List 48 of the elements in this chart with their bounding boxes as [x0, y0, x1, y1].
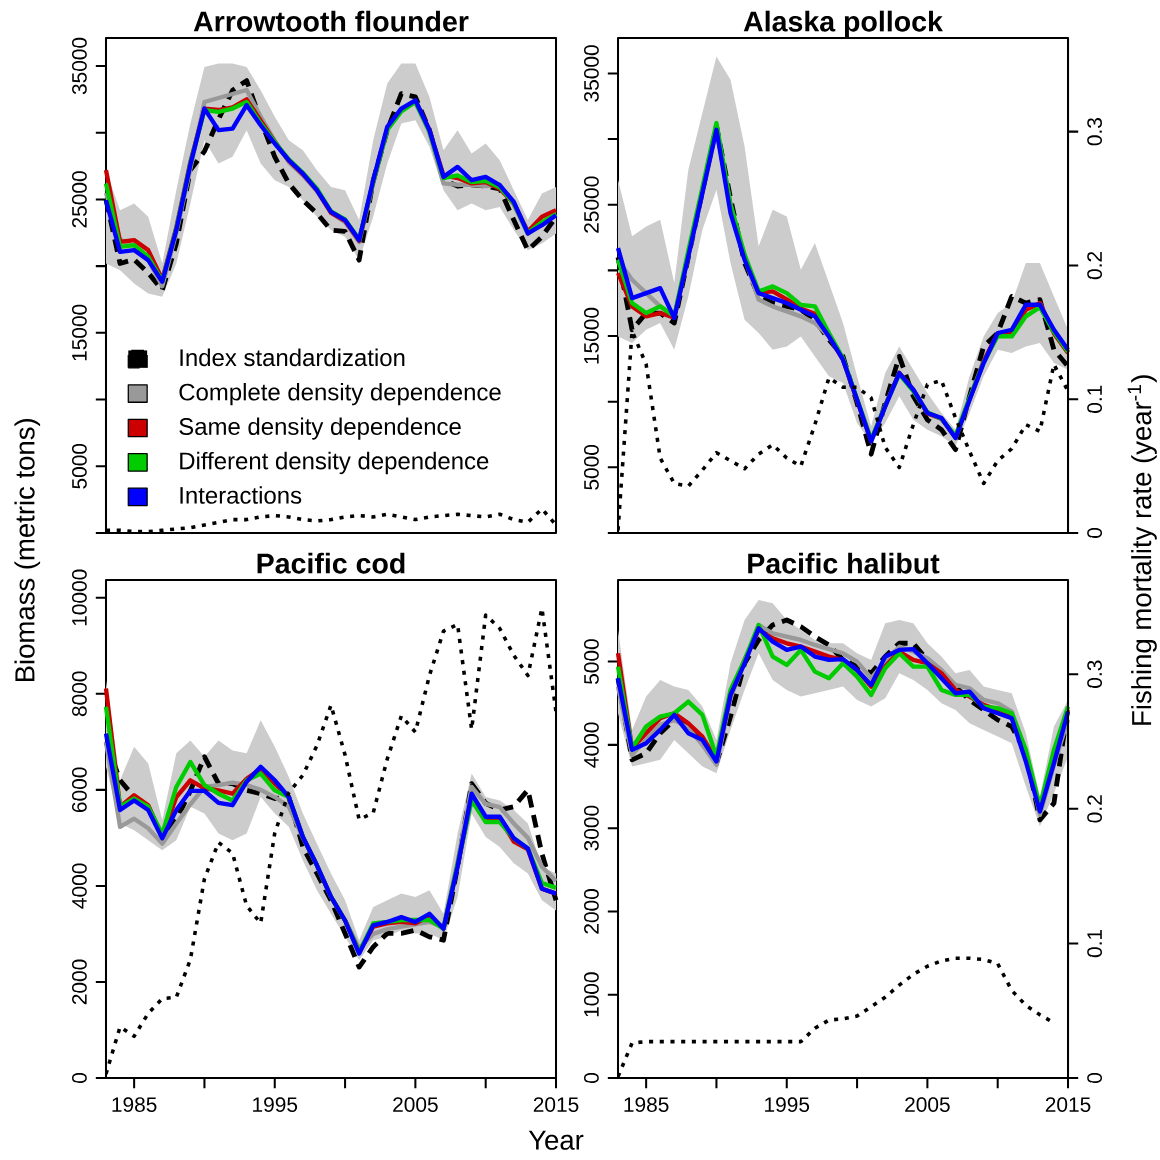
y-tick-label: 5000	[72, 443, 87, 489]
chart-title: Alaska pollock	[743, 10, 943, 38]
y2-tick-label: 0.2	[1087, 795, 1102, 823]
y-tick-label: 5000	[584, 444, 599, 490]
y-tick-label: 4000	[584, 722, 599, 768]
y2-tick-label: 0	[1087, 1073, 1102, 1084]
y-tick-label: 25000	[584, 176, 599, 233]
x-tick-label: 1985	[624, 1097, 669, 1112]
y2-tick-label: 0	[1087, 528, 1102, 538]
chart-title: Pacific cod	[257, 552, 405, 574]
y-tick-label: 3000	[584, 805, 599, 851]
y-tick-label: 4000	[72, 863, 87, 909]
chart-title: Arrowtooth flounder	[193, 10, 469, 32]
legend-label: Different density dependence	[180, 451, 489, 475]
y-tick-label: 0	[584, 1073, 599, 1084]
y-tick-label: 35000	[72, 37, 87, 95]
y-tick-label: 1000	[584, 972, 599, 1017]
x-tick-label: 2015	[533, 1097, 579, 1112]
y-tick-label: 15000	[584, 307, 599, 364]
y2-tick-label: 0.1	[1087, 385, 1102, 413]
y-tick-label: 10000	[72, 569, 87, 626]
y2-tick-label: 0.1	[1087, 929, 1102, 958]
legend-label: Same density dependence	[179, 417, 461, 440]
x-tick-label: 2015	[1045, 1097, 1091, 1112]
x-axis-title: Year	[528, 1130, 584, 1150]
legend-label: Interactions	[180, 486, 302, 504]
y-tick-label: 25000	[72, 171, 87, 228]
x-tick-label: 2005	[905, 1097, 950, 1112]
y-tick-label: 2000	[584, 889, 599, 934]
x-tick-label: 2005	[393, 1097, 438, 1112]
y2-tick-label: 0.3	[1087, 118, 1102, 146]
legend-label: Complete density dependence	[179, 382, 501, 406]
y-tick-label: 6000	[72, 767, 87, 813]
legend-label: Index standardization	[180, 348, 405, 367]
y-tick-label: 0	[72, 1073, 87, 1084]
y-tick-label: 2000	[72, 959, 87, 1005]
y2-tick-label: 0.2	[1087, 251, 1102, 280]
x-tick-label: 1985	[112, 1097, 157, 1112]
y2-tick-label: 0.3	[1087, 660, 1102, 688]
y-tick-label: 15000	[72, 304, 87, 361]
y-tick-label: 35000	[584, 45, 599, 102]
y-tick-label: 8000	[72, 671, 87, 717]
x-tick-label: 1995	[253, 1097, 298, 1112]
y-tick-label: 5000	[584, 639, 599, 684]
x-tick-label: 1995	[765, 1097, 810, 1112]
y-axis-title: Biomass (metric tons)	[14, 419, 41, 682]
y2-axis-title: Fishing mortality rate (year$^{-1}$)	[1127, 375, 1157, 725]
chart-title: Pacific halibut	[748, 552, 940, 574]
